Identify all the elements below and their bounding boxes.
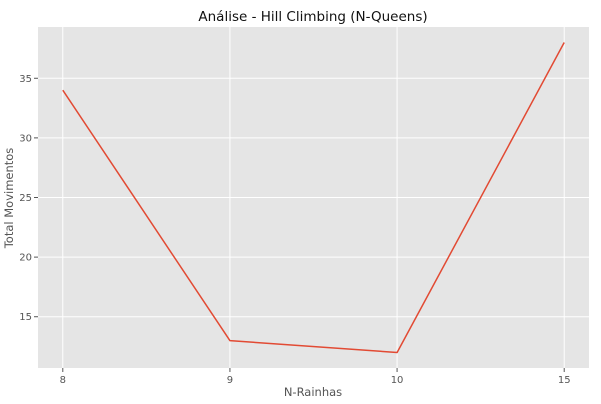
x-tick-label: 9 bbox=[227, 375, 233, 386]
x-tick-label: 8 bbox=[60, 375, 66, 386]
x-tick-label: 10 bbox=[391, 375, 404, 386]
y-tick-label: 15 bbox=[19, 312, 32, 323]
y-tick-label: 20 bbox=[19, 253, 32, 264]
axis-ticks: 15 20 25 30 35 8 9 10 15 bbox=[19, 74, 570, 386]
x-tick-label: 15 bbox=[558, 375, 571, 386]
y-tick-label: 25 bbox=[19, 193, 32, 204]
x-axis-label: N-Rainhas bbox=[284, 385, 342, 399]
series-layer bbox=[62, 42, 565, 354]
y-tick-label: 30 bbox=[19, 133, 32, 144]
chart-title: Análise - Hill Climbing (N-Queens) bbox=[198, 9, 427, 25]
series-line bbox=[62, 42, 565, 354]
y-axis-label: Total Movimentos bbox=[2, 148, 16, 250]
y-tick-label: 35 bbox=[19, 74, 32, 85]
grid-lines bbox=[38, 27, 589, 368]
